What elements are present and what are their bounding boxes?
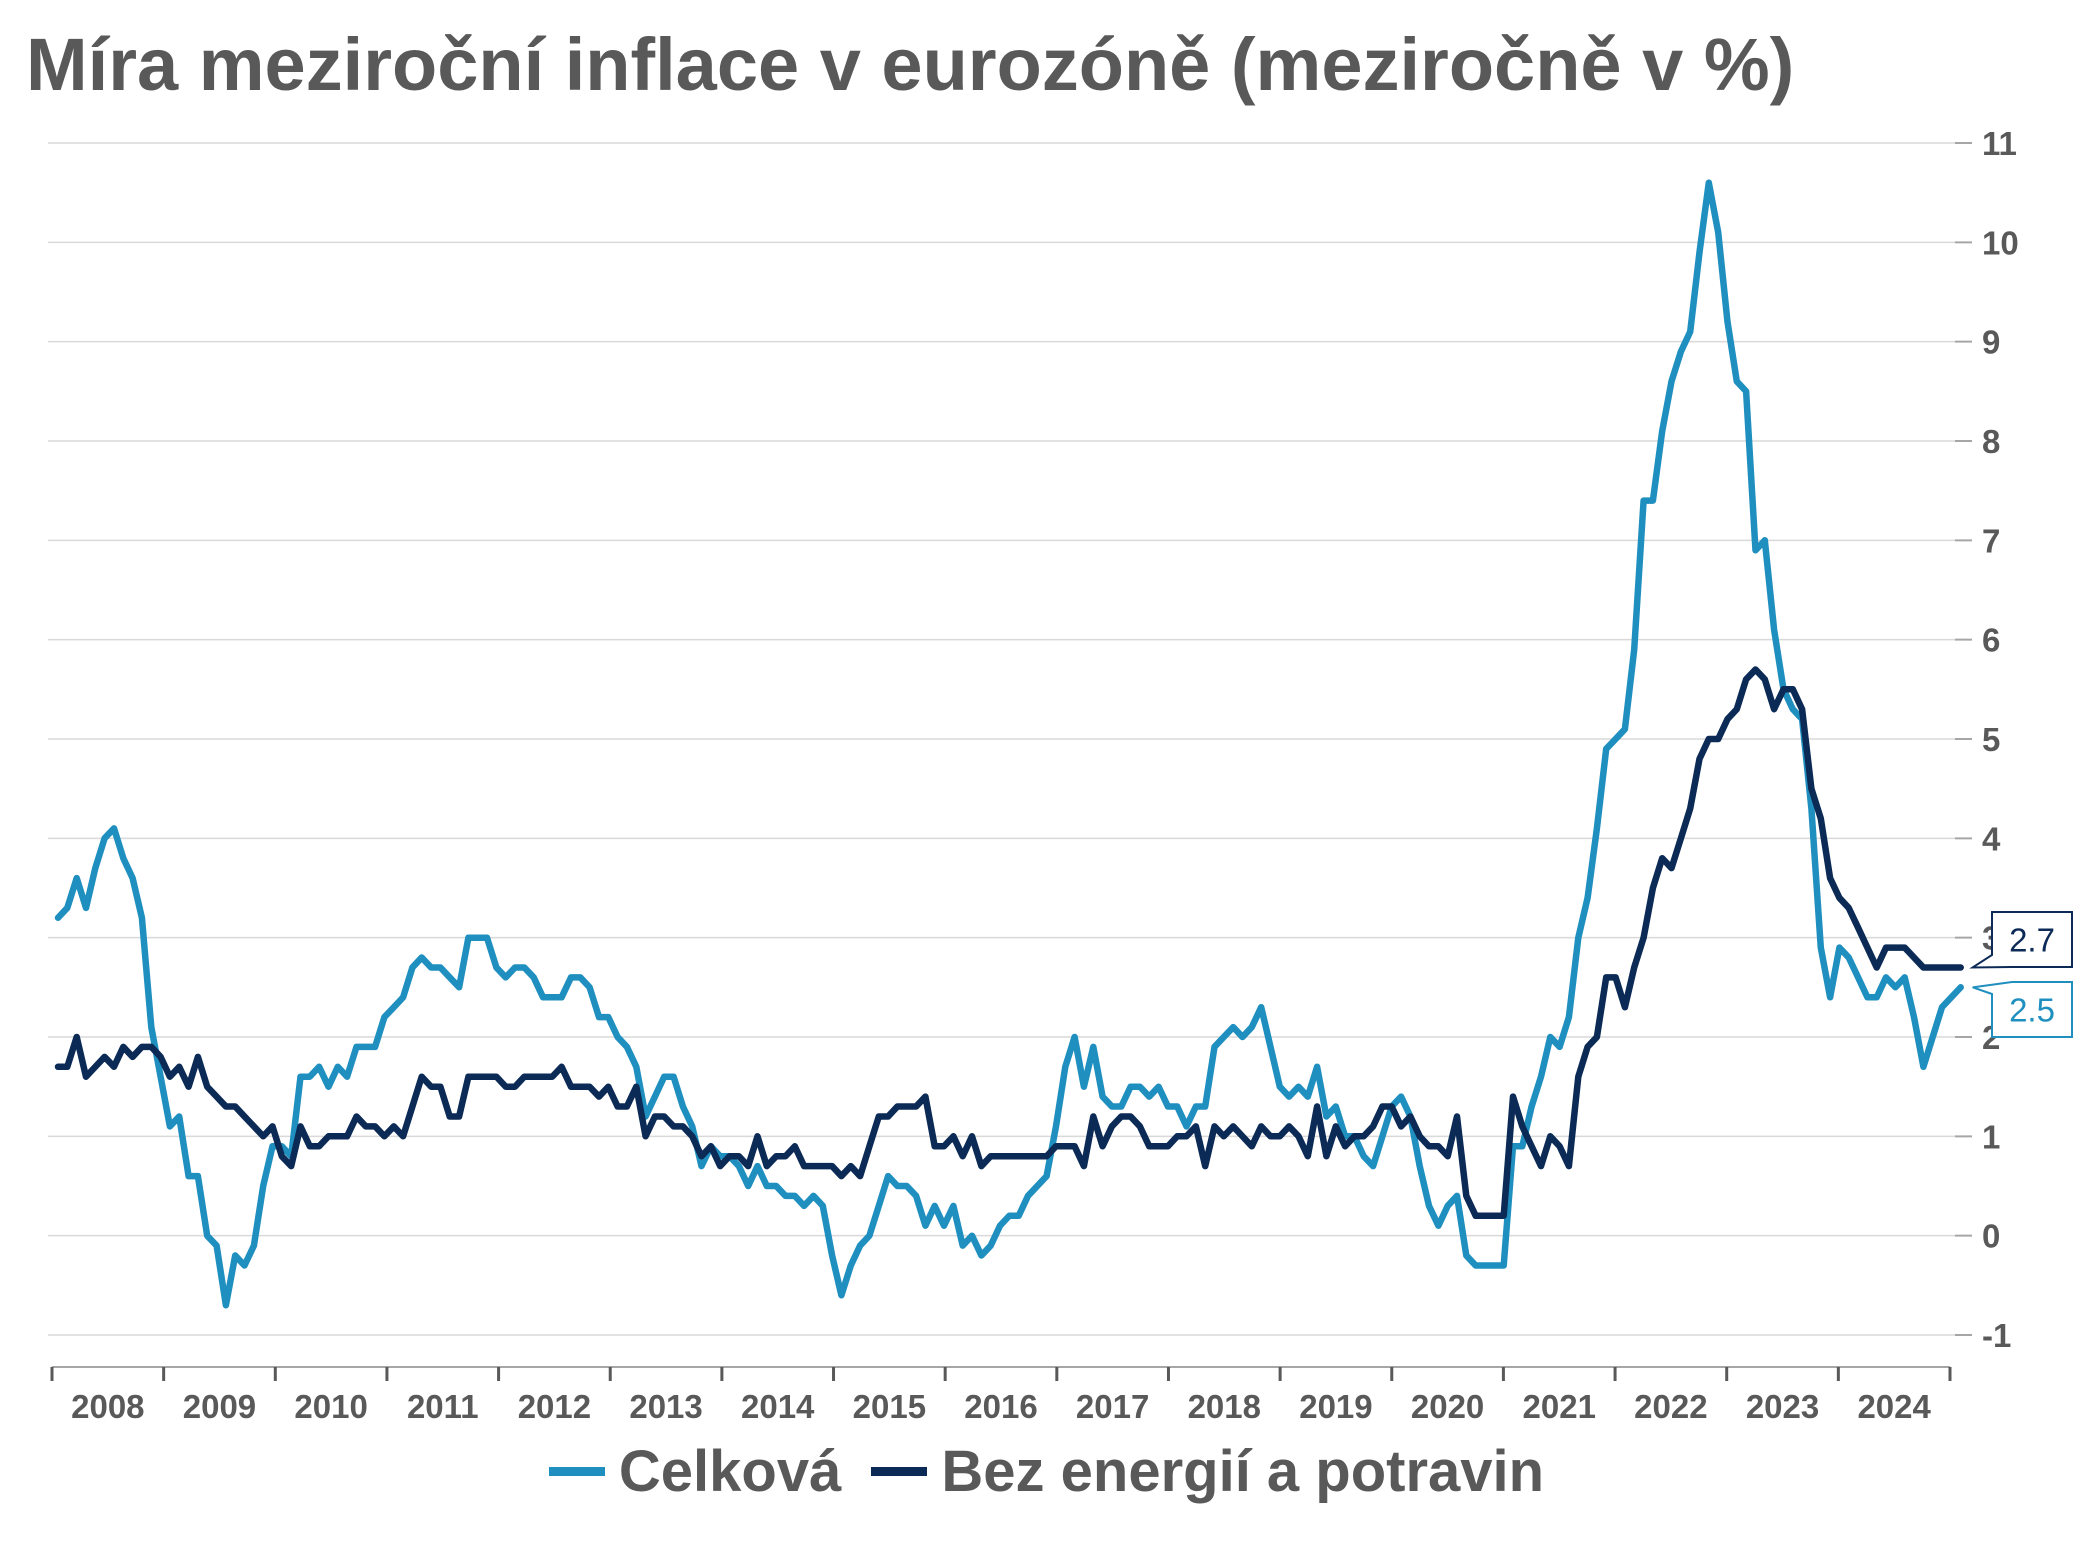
x-tick-label: 2015 (853, 1388, 926, 1425)
y-tick-label: 1 (1982, 1118, 2000, 1155)
x-tick-label: 2009 (183, 1388, 256, 1425)
chart-title: Míra meziroční inflace v eurozóně (mezir… (26, 23, 1795, 106)
series-line-headline (54, 179, 1964, 1309)
y-tick-label: 7 (1982, 522, 2000, 559)
x-tick-label: 2023 (1746, 1388, 1819, 1425)
y-axis-ticks: -101234567891011 (1982, 125, 2019, 1354)
legend-item-core[interactable]: Bez energií a potravin (871, 1438, 1544, 1505)
y-tick-label: 10 (1982, 224, 2019, 261)
x-tick-label: 2014 (741, 1388, 815, 1425)
y-tick-label: 6 (1982, 622, 2000, 659)
x-tick-label: 2013 (629, 1388, 702, 1425)
x-tick-label: 2021 (1523, 1388, 1596, 1425)
y-tick-label: -1 (1982, 1317, 2011, 1354)
x-axis: 2008 2009 2010 2011 2012 2013 2014 2015 2016 2017… (50, 1366, 1952, 1425)
callout-label: 2.7 (2009, 922, 2055, 959)
y-tick-label: 11 (1982, 125, 2017, 162)
series-line-core (54, 666, 1964, 1220)
legend-label-headline: Celková (618, 1439, 842, 1504)
x-tick-label: 2020 (1411, 1388, 1484, 1425)
x-tick-label: 2016 (964, 1388, 1037, 1425)
gridlines (48, 142, 1972, 1336)
x-tick-label: 2018 (1188, 1388, 1261, 1425)
callout-label: 2.5 (2009, 992, 2055, 1029)
callout-box (1972, 981, 2073, 1038)
end-value-callouts: 2.7 2.5 (1969, 911, 2073, 1038)
x-tick-label: 2011 (407, 1388, 479, 1425)
x-tick-label: 2022 (1634, 1388, 1707, 1425)
x-tick-label: 2024 (1857, 1388, 1931, 1425)
legend-swatch-core (871, 1467, 928, 1476)
legend: Celková Bez energií a potravin (0, 1438, 2093, 1505)
x-tick-label: 2019 (1299, 1388, 1372, 1425)
legend-item-headline[interactable]: Celková (548, 1438, 842, 1505)
y-tick-label: 0 (1982, 1218, 2000, 1255)
x-tick-label: 2012 (518, 1388, 591, 1425)
x-tick-label: 2010 (294, 1388, 367, 1425)
y-tick-label: 8 (1982, 423, 2000, 460)
series-lines (54, 179, 1964, 1309)
callout-box (1969, 911, 2073, 969)
legend-swatch-headline (548, 1467, 605, 1476)
legend-label-core: Bez energií a potravin (941, 1439, 1545, 1504)
y-tick-label: 5 (1982, 721, 2000, 758)
x-tick-label: 2017 (1076, 1388, 1149, 1425)
y-tick-label: 9 (1982, 324, 2000, 361)
y-tick-label: 4 (1982, 820, 2001, 857)
x-tick-label: 2008 (71, 1388, 144, 1425)
